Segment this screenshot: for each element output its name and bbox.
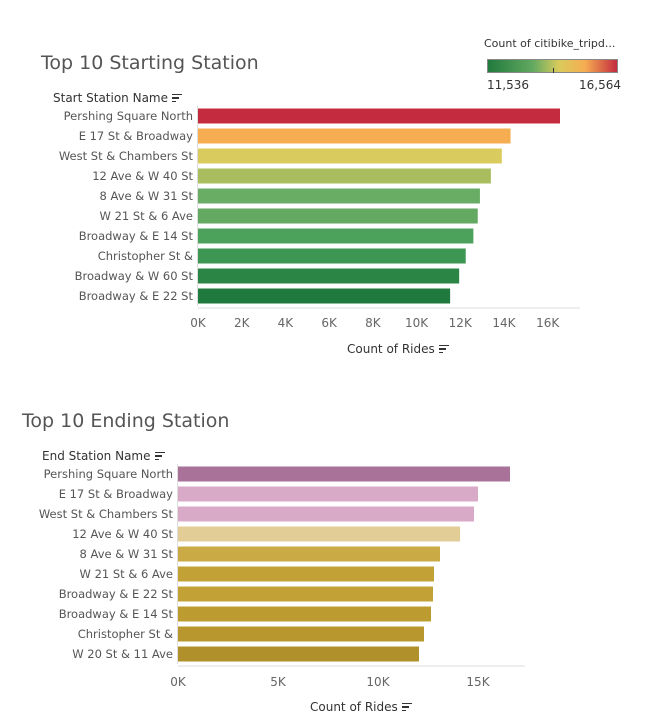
c0-x-tick-2: 4K bbox=[278, 316, 295, 330]
chart1-xlabel: Count of Rides bbox=[347, 342, 435, 356]
c0-category-label-5: W 21 St & 6 Ave bbox=[100, 209, 193, 223]
legend-title: Count of citibike_tripd... bbox=[484, 37, 616, 50]
chart1-title: Top 10 Starting Station bbox=[41, 52, 259, 74]
c1-category-label-4: 8 Ave & W 31 St bbox=[80, 547, 174, 561]
c1-category-label-1: E 17 St & Broadway bbox=[59, 487, 173, 501]
legend-tick bbox=[553, 68, 554, 73]
chart1-svg: Pershing Square North E 17 St & Broadway W… bbox=[59, 106, 580, 330]
c1-bar-7[interactable] bbox=[178, 606, 431, 622]
c1-bar-3[interactable] bbox=[178, 526, 460, 542]
c0-category-label-2: West St & Chambers St bbox=[59, 149, 194, 163]
c1-category-label-9: W 20 St & 11 Ave bbox=[72, 647, 173, 661]
c1-bar-2[interactable] bbox=[178, 506, 474, 522]
c0-category-label-1: E 17 St & Broadway bbox=[79, 129, 193, 143]
chart1-x-axis-title[interactable]: Count of Rides bbox=[347, 342, 449, 356]
c0-category-label-9: Broadway & E 22 St bbox=[79, 289, 194, 303]
c1-category-label-6: Broadway & E 22 St bbox=[59, 587, 174, 601]
c0-x-tick-7: 14K bbox=[492, 316, 516, 330]
c0-bar-0[interactable] bbox=[198, 108, 560, 124]
chart2-x-axis-title[interactable]: Count of Rides bbox=[310, 700, 412, 714]
chart2-svg: Pershing Square North E 17 St & Broadway W… bbox=[39, 464, 525, 689]
chart2-row-header[interactable]: End Station Name bbox=[42, 449, 165, 463]
c1-bar-6[interactable] bbox=[178, 586, 433, 602]
c1-category-label-0: Pershing Square North bbox=[44, 467, 173, 481]
c1-category-label-5: W 21 St & 6 Ave bbox=[80, 567, 173, 581]
chart1-row-header-label: Start Station Name bbox=[53, 91, 169, 105]
c1-bar-5[interactable] bbox=[178, 566, 434, 582]
c0-category-label-8: Broadway & W 60 St bbox=[75, 269, 194, 283]
c0-bar-8[interactable] bbox=[198, 268, 460, 284]
c1-bar-1[interactable] bbox=[178, 486, 478, 502]
c0-bar-2[interactable] bbox=[198, 148, 502, 164]
c1-x-tick-1: 5K bbox=[270, 675, 287, 689]
chart1-row-header[interactable]: Start Station Name bbox=[53, 91, 183, 105]
c0-x-tick-1: 2K bbox=[234, 316, 251, 330]
chart2-xlabel: Count of Rides bbox=[310, 700, 398, 714]
c1-bar-4[interactable] bbox=[178, 546, 440, 562]
c0-x-tick-5: 10K bbox=[405, 316, 429, 330]
c1-category-label-8: Christopher St & bbox=[78, 627, 173, 641]
c0-bar-3[interactable] bbox=[198, 168, 491, 184]
c0-category-label-3: 12 Ave & W 40 St bbox=[92, 169, 193, 183]
sort-descending-icon[interactable] bbox=[154, 451, 165, 461]
c1-category-label-7: Broadway & E 14 St bbox=[59, 607, 174, 621]
chart2-row-header-label: End Station Name bbox=[42, 449, 151, 463]
sort-descending-icon[interactable] bbox=[438, 344, 449, 354]
c0-category-label-4: 8 Ave & W 31 St bbox=[100, 189, 194, 203]
c1-bar-8[interactable] bbox=[178, 626, 424, 642]
c0-x-tick-8: 16K bbox=[536, 316, 560, 330]
c1-x-tick-0: 0K bbox=[170, 675, 187, 689]
c0-x-tick-0: 0K bbox=[190, 316, 207, 330]
sort-descending-icon[interactable] bbox=[172, 93, 183, 103]
c0-bar-6[interactable] bbox=[198, 228, 474, 244]
c0-x-tick-4: 8K bbox=[365, 316, 382, 330]
c0-category-label-7: Christopher St & bbox=[98, 249, 193, 263]
chart2-title: Top 10 Ending Station bbox=[22, 410, 230, 432]
c1-category-label-2: West St & Chambers St bbox=[39, 507, 174, 521]
c0-bar-7[interactable] bbox=[198, 248, 466, 264]
c0-bar-1[interactable] bbox=[198, 128, 511, 144]
c0-bar-4[interactable] bbox=[198, 188, 480, 204]
c1-x-tick-3: 15K bbox=[466, 675, 490, 689]
c1-category-label-3: 12 Ave & W 40 St bbox=[72, 527, 173, 541]
color-legend-gradient bbox=[487, 59, 618, 73]
legend-max-label: 16,564 bbox=[579, 78, 621, 92]
c0-x-tick-6: 12K bbox=[449, 316, 473, 330]
c0-x-tick-3: 6K bbox=[321, 316, 338, 330]
c0-bar-9[interactable] bbox=[198, 288, 451, 304]
legend-min-label: 11,536 bbox=[487, 78, 529, 92]
c0-bar-5[interactable] bbox=[198, 208, 478, 224]
c1-bar-9[interactable] bbox=[178, 646, 419, 662]
c1-x-tick-2: 10K bbox=[366, 675, 390, 689]
c0-category-label-0: Pershing Square North bbox=[64, 109, 193, 123]
c0-category-label-6: Broadway & E 14 St bbox=[79, 229, 194, 243]
sort-descending-icon[interactable] bbox=[401, 702, 412, 712]
c1-bar-0[interactable] bbox=[178, 466, 510, 482]
